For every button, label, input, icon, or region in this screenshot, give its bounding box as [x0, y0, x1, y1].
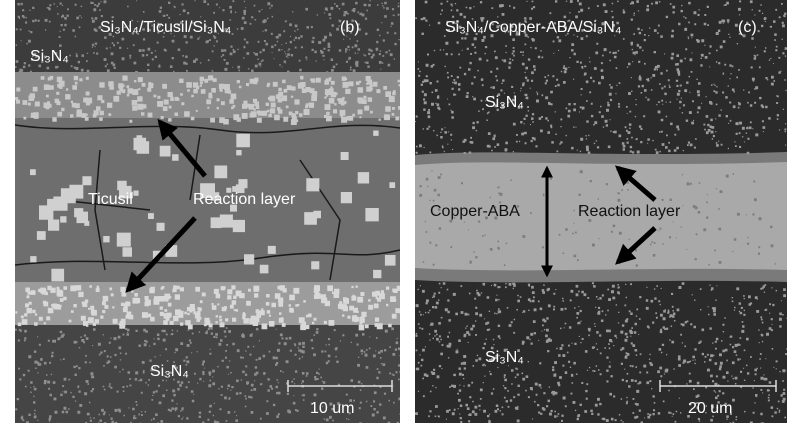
label: Copper-ABA — [430, 203, 520, 220]
figure: Si₃N₄/Ticusil/Si₃N₄ (b) Si₃N₄ Ticusil Re… — [0, 0, 790, 425]
label: Si₃N₄ — [485, 349, 524, 366]
scale-label: 10 um — [310, 400, 354, 417]
panel-title: Si₃N₄/Ticusil/Si₃N₄ — [100, 19, 231, 36]
label: Reaction layer — [578, 203, 681, 220]
label: Ticusil — [88, 191, 133, 208]
panel-tag: (c) — [738, 19, 757, 36]
label: Si₃N₄ — [30, 48, 69, 65]
micrograph-b — [15, 0, 403, 425]
scale-label: 20 um — [688, 400, 732, 417]
label: Si₃N₄ — [150, 363, 189, 380]
label: Si₃N₄ — [485, 94, 524, 111]
panel-title: Si₃N₄/Copper-ABA/Si₃N₄ — [445, 19, 621, 36]
label: Reaction layer — [193, 191, 296, 208]
panel-tag: (b) — [340, 19, 360, 36]
